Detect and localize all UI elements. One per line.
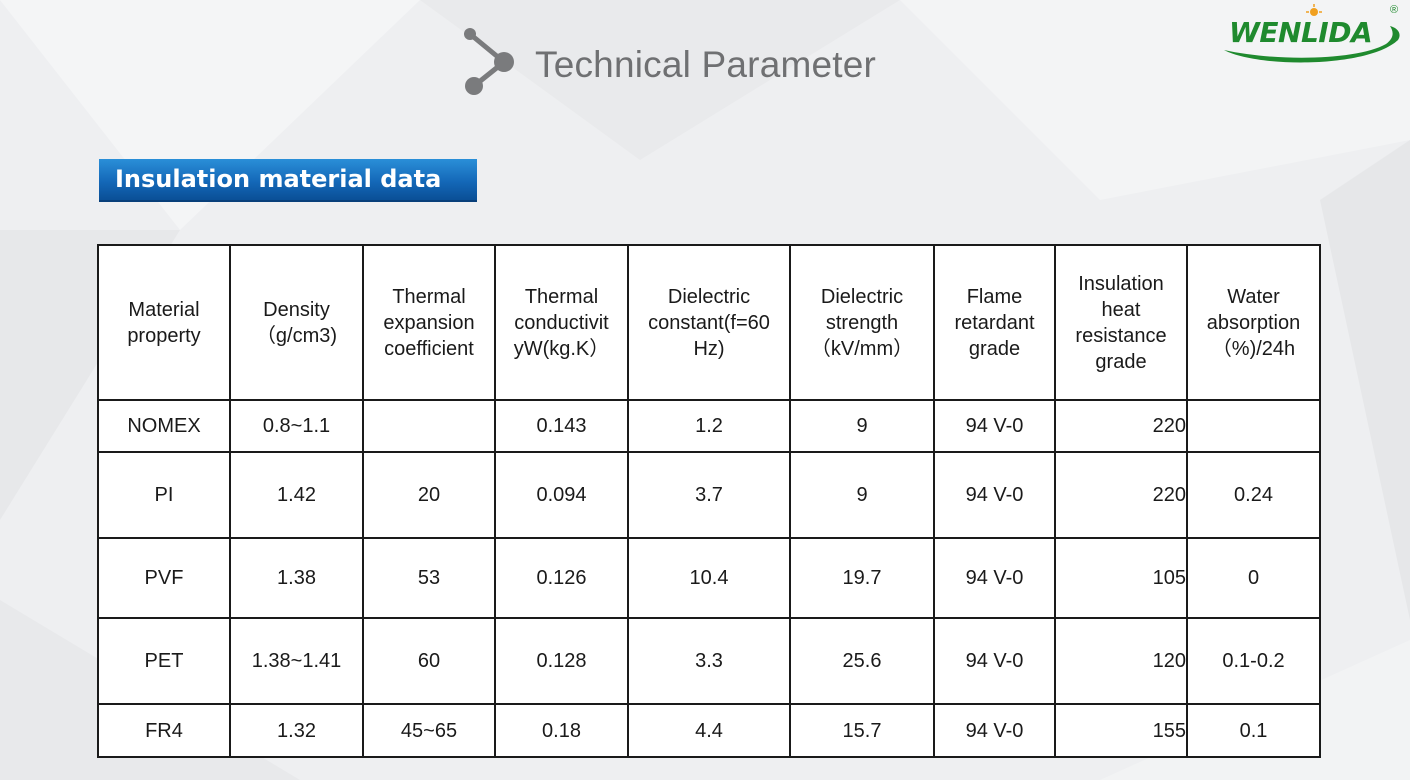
table-cell: 94 V-0: [933, 537, 1056, 619]
table-cell: 0.18: [494, 703, 629, 758]
table-cell: 220: [1054, 399, 1188, 453]
table-cell: 0.094: [494, 451, 629, 539]
header-density: Density （g/cm3): [229, 244, 364, 401]
table-cell: 3.7: [627, 451, 791, 539]
table-row: PVF 1.38 53 0.126 10.4 19.7 94 V-0 105 0: [97, 537, 1321, 619]
header-thermal-conductivity: Thermal conductivit yW(kg.K）: [494, 244, 629, 401]
table-cell: 105: [1054, 537, 1188, 619]
table-cell: 3.3: [627, 617, 791, 705]
data-table: Material property Density （g/cm3) Therma…: [97, 244, 1321, 758]
table-cell: 9: [789, 451, 935, 539]
table-row: PI 1.42 20 0.094 3.7 9 94 V-0 220 0.24: [97, 451, 1321, 539]
section-title: Insulation material data: [115, 165, 442, 193]
table-cell: 0.128: [494, 617, 629, 705]
table-cell: [1186, 399, 1321, 453]
table-cell: 0.1-0.2: [1186, 617, 1321, 705]
table-row: FR4 1.32 45~65 0.18 4.4 15.7 94 V-0 155 …: [97, 703, 1321, 758]
table-cell: 0.8~1.1: [229, 399, 364, 453]
header-material-property: Material property: [97, 244, 231, 401]
insulation-table: Material property Density （g/cm3) Therma…: [97, 244, 1321, 758]
header-thermal-expansion: Thermal expansion coefficient: [362, 244, 496, 401]
table-cell: FR4: [97, 703, 231, 758]
section-header: Insulation material data: [99, 159, 477, 202]
header-heat-resistance: Insulation heat resistance grade: [1054, 244, 1188, 401]
table-cell: 9: [789, 399, 935, 453]
table-header-row: Material property Density （g/cm3) Therma…: [97, 244, 1321, 401]
table-cell: 25.6: [789, 617, 935, 705]
table-cell: 1.2: [627, 399, 791, 453]
table-cell: 0.143: [494, 399, 629, 453]
header-dielectric-strength: Dielectric strength （kV/mm）: [789, 244, 935, 401]
table-cell: 1.42: [229, 451, 364, 539]
table-cell: PET: [97, 617, 231, 705]
table-cell: [362, 399, 496, 453]
table-cell: 120: [1054, 617, 1188, 705]
page-title: Technical Parameter: [535, 44, 877, 85]
table-cell: 53: [362, 537, 496, 619]
table-cell: NOMEX: [97, 399, 231, 453]
logo-text: WENLIDA: [1229, 16, 1373, 49]
table-cell: PI: [97, 451, 231, 539]
table-cell: 0: [1186, 537, 1321, 619]
table-cell: 94 V-0: [933, 617, 1056, 705]
table-cell: 60: [362, 617, 496, 705]
table-cell: 1.38~1.41: [229, 617, 364, 705]
table-row: NOMEX 0.8~1.1 0.143 1.2 9 94 V-0 220: [97, 399, 1321, 453]
table-cell: 0.24: [1186, 451, 1321, 539]
table-cell: 94 V-0: [933, 451, 1056, 539]
table-cell: PVF: [97, 537, 231, 619]
header-dielectric-constant: Dielectric constant(f=60 Hz): [627, 244, 791, 401]
table-cell: 155: [1054, 703, 1188, 758]
table-row: PET 1.38~1.41 60 0.128 3.3 25.6 94 V-0 1…: [97, 617, 1321, 705]
table-cell: 45~65: [362, 703, 496, 758]
logo-swoosh: [1224, 4, 1400, 63]
table-cell: 4.4: [627, 703, 791, 758]
table-cell: 15.7: [789, 703, 935, 758]
table-cell: 19.7: [789, 537, 935, 619]
table-cell: 94 V-0: [933, 399, 1056, 453]
molecule-icon: [464, 28, 514, 95]
header-water-absorption: Water absorption （%)/24h: [1186, 244, 1321, 401]
table-cell: 220: [1054, 451, 1188, 539]
table-cell: 20: [362, 451, 496, 539]
table-cell: 1.32: [229, 703, 364, 758]
table-cell: 0.126: [494, 537, 629, 619]
table-cell: 1.38: [229, 537, 364, 619]
registered-mark: ®: [1390, 4, 1399, 16]
table-cell: 10.4: [627, 537, 791, 619]
table-cell: 94 V-0: [933, 703, 1056, 758]
table-cell: 0.1: [1186, 703, 1321, 758]
header-flame-retardant: Flame retardant grade: [933, 244, 1056, 401]
